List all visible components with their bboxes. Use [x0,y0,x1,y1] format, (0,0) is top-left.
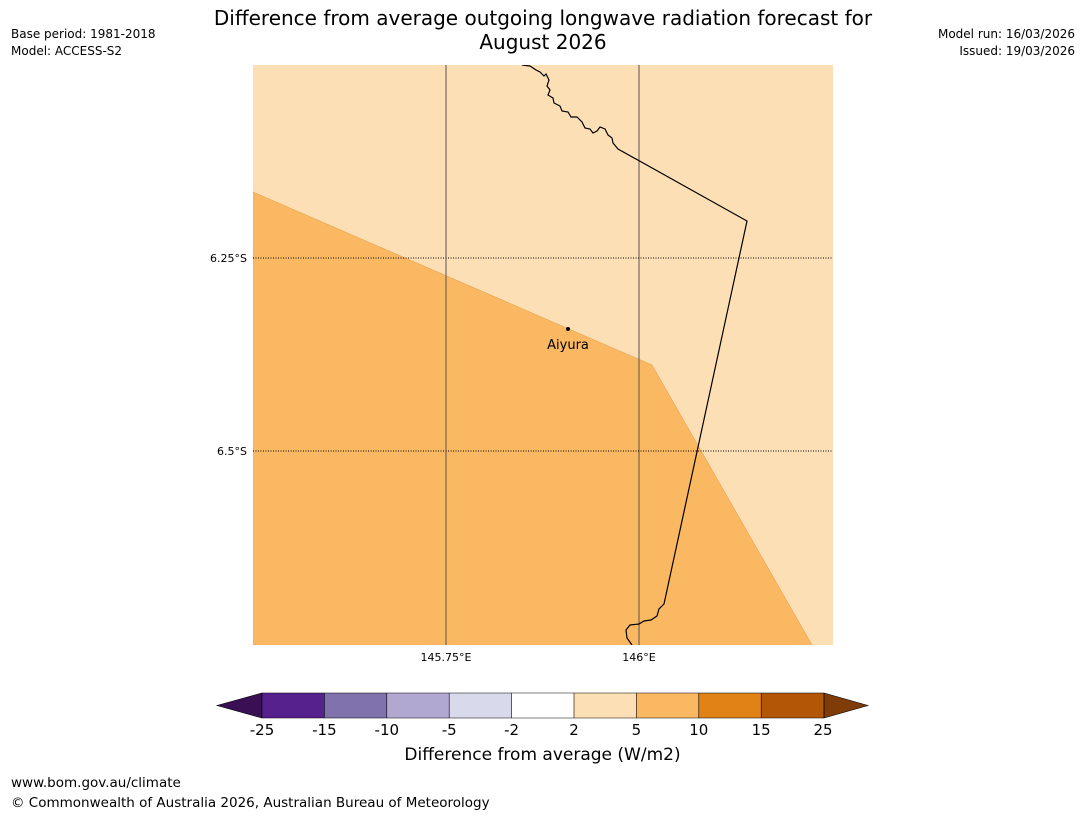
colorbar-extend-high [823,692,870,719]
colorbar-tick: 25 [813,721,832,739]
location-dot-icon [566,327,570,331]
colorbar-tick: -25 [250,721,275,739]
colorbar-extend-low [215,692,263,719]
colorbar-segment [698,693,762,718]
colorbar-title: Difference from average (W/m2) [404,745,681,765]
colorbar-tick: -10 [375,721,400,739]
colorbar: -25 -15 -10 -5 -2 2 5 10 15 25 [215,692,870,739]
model-name: Model: ACCESS-S2 [11,44,123,58]
colorbar-segment [324,693,387,718]
place-label: Aiyura [547,338,589,353]
colorbar-tick: -5 [442,721,457,739]
colorbar-tick: -2 [504,721,519,739]
title-line-1: Difference from average outgoing longwav… [213,6,873,30]
colorbar-segment [449,693,512,718]
colorbar-tick: 2 [569,721,579,739]
colorbar-tick: 10 [689,721,708,739]
lon-label: 146°E [622,651,655,664]
colorbar-tick: -15 [312,721,337,739]
colorbar-tick: 5 [632,721,642,739]
colorbar-tick: 15 [752,721,771,739]
border-line [521,65,748,645]
lat-label: 6.5°S [217,445,247,458]
anomaly-band-mid [253,191,813,645]
base-period: Base period: 1981-2018 [11,27,156,41]
colorbar-segment [574,693,637,718]
model-run: Model run: 16/03/2026 [937,27,1075,41]
footer-copyright: © Commonwealth of Australia 2026, Austra… [11,795,490,811]
colorbar-segment [262,693,325,718]
page-title: Difference from average outgoing longwav… [193,6,893,54]
colorbar-segment [511,693,574,718]
title-line-2: August 2026 [479,30,607,54]
colorbar-segment [761,693,824,718]
colorbar-segment [386,693,450,718]
map-area [253,65,833,645]
meta-right: Model run: 16/03/2026 Issued: 19/03/2026 [938,26,1075,60]
footer-url: www.bom.gov.au/climate [11,775,181,791]
lon-label: 145.75°E [421,651,472,664]
colorbar-segment [636,693,699,718]
meta-left: Base period: 1981-2018 Model: ACCESS-S2 [11,26,156,60]
issued-date: Issued: 19/03/2026 [959,44,1075,58]
lat-label: 6.25°S [210,252,247,265]
